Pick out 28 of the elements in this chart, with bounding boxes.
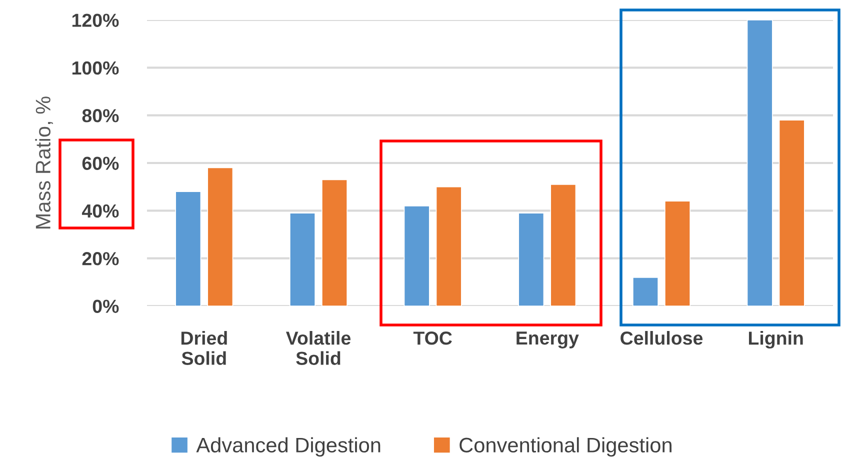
- x-tick-label: Dried Solid: [181, 331, 227, 365]
- x-tick-label: Volatile Solid: [286, 331, 351, 365]
- legend-label: Advanced Digestion: [196, 437, 380, 457]
- bar: [632, 276, 658, 306]
- y-tick-label: 80%: [82, 109, 119, 122]
- x-tick-label: TOC: [413, 331, 452, 345]
- bar: [778, 120, 805, 306]
- bar: [550, 184, 576, 306]
- bar: [746, 20, 773, 306]
- y-axis-title: Mass Ratio, %: [35, 96, 53, 228]
- bar: [404, 205, 430, 306]
- bar: [664, 200, 691, 306]
- y-tick-label: 0%: [92, 300, 119, 313]
- bar: [207, 167, 234, 306]
- legend-label: Conventional Digestion: [460, 437, 672, 457]
- y-tick-label: 60%: [82, 156, 119, 170]
- y-tick-label: 20%: [82, 252, 119, 266]
- y-tick-label: 40%: [82, 204, 119, 218]
- bar: [175, 191, 202, 306]
- bar: [322, 179, 348, 306]
- bar: [289, 212, 316, 306]
- bar: [436, 186, 462, 306]
- y-tick-label: 100%: [72, 61, 119, 75]
- bar: [518, 212, 544, 306]
- x-tick-label: Lignin: [748, 331, 803, 349]
- y-tick-label: 120%: [72, 14, 119, 27]
- x-tick-label: Energy: [516, 332, 579, 348]
- x-tick-label: Cellulose: [620, 331, 703, 345]
